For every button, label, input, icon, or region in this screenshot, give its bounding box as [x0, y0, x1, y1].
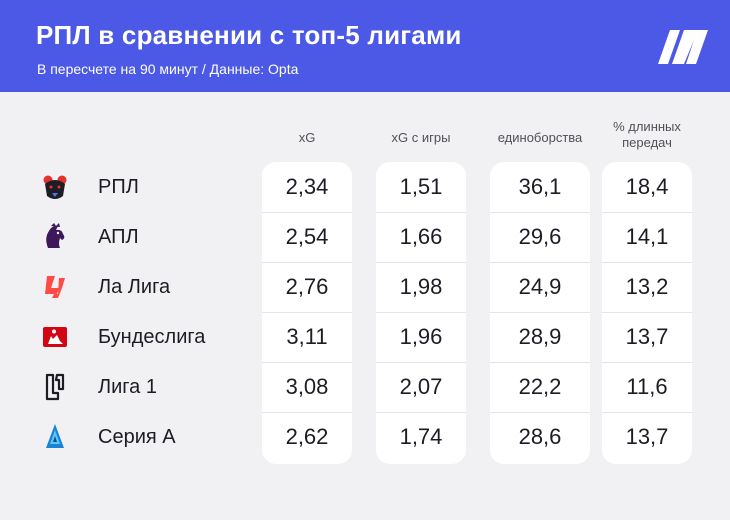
row-separator: [262, 262, 352, 263]
table-cell: 2,54: [285, 224, 329, 249]
row-separator: [490, 262, 590, 263]
table-cell: 1,66: [399, 224, 443, 249]
rpl-bear-icon: [40, 172, 70, 202]
table-cell: 13,7: [625, 324, 669, 349]
table-cell: 18,4: [625, 174, 669, 199]
row-league-name: Лига 1: [98, 376, 157, 398]
row-separator: [376, 362, 466, 363]
row-separator: [262, 212, 352, 213]
laliga-icon: [40, 272, 70, 302]
row-separator: [602, 412, 692, 413]
table-cell: 28,9: [518, 324, 562, 349]
page-subtitle: В пересчете на 90 минут / Данные: Opta: [37, 61, 299, 77]
page-title: РПЛ в сравнении с топ-5 лигами: [36, 20, 462, 50]
column-header: xG: [298, 130, 316, 145]
column-header: % длинных передач: [613, 119, 681, 150]
row-separator: [490, 312, 590, 313]
table-cell: 1,51: [399, 174, 443, 199]
row-separator: [602, 312, 692, 313]
bundesliga-icon: [40, 322, 70, 352]
ligue1-icon: [40, 372, 70, 402]
table-cell: 3,08: [285, 374, 329, 399]
row-separator: [490, 212, 590, 213]
row-separator: [602, 262, 692, 263]
row-separator: [602, 362, 692, 363]
header-banner: РПЛ в сравнении с топ-5 лигами В пересче…: [0, 0, 730, 92]
row-league-name: Ла Лига: [98, 276, 171, 298]
row-league-name: РПЛ: [98, 176, 139, 198]
table-cell: 3,11: [286, 324, 328, 349]
table-cell: 28,6: [518, 424, 562, 449]
row-separator: [262, 412, 352, 413]
row-separator: [490, 362, 590, 363]
row-separator: [376, 212, 466, 213]
table-cell: 2,34: [285, 174, 329, 199]
row-separator: [262, 362, 352, 363]
row-separator: [376, 262, 466, 263]
table-cell: 13,2: [625, 274, 669, 299]
row-separator: [262, 312, 352, 313]
table-cell: 24,9: [518, 274, 562, 299]
row-separator: [602, 212, 692, 213]
serie-a-icon: [40, 422, 70, 452]
table-cell: 1,96: [399, 324, 443, 349]
row-separator: [376, 412, 466, 413]
table-cell: 1,74: [399, 424, 443, 449]
table-cell: 2,76: [285, 274, 329, 299]
row-league-name: АПЛ: [98, 226, 139, 248]
table-cell: 1,98: [399, 274, 443, 299]
row-league-name: Бундеслига: [98, 326, 206, 348]
table-cell: 22,2: [518, 374, 562, 399]
brand-logo-icon: [658, 30, 708, 64]
table-cell: 13,7: [625, 424, 669, 449]
row-separator: [490, 412, 590, 413]
table-cell: 14,1: [625, 224, 669, 249]
table-cell: 11,6: [626, 374, 668, 399]
column-header: xG с игры: [391, 130, 451, 145]
table-cell: 29,6: [518, 224, 562, 249]
table-cell: 2,07: [399, 374, 443, 399]
epl-lion-icon: [40, 222, 70, 252]
column-header: единоборства: [497, 130, 583, 145]
row-separator: [376, 312, 466, 313]
table-cell: 36,1: [518, 174, 562, 199]
row-league-name: Серия А: [98, 426, 176, 448]
table-cell: 2,62: [285, 424, 329, 449]
